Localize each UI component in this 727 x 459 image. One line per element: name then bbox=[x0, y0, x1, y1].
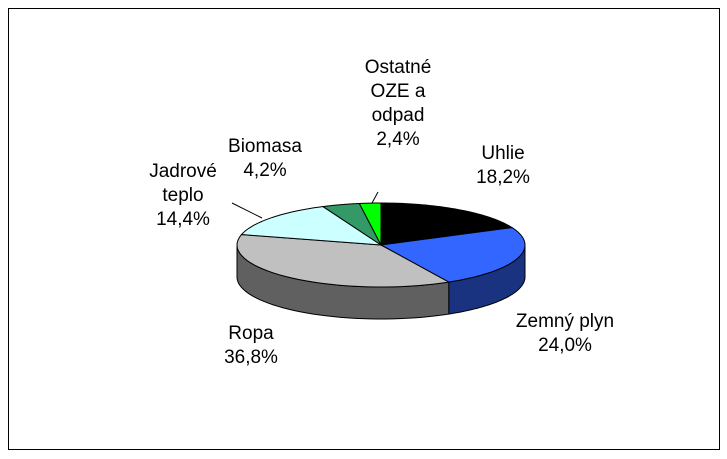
value-label: 2,4% bbox=[376, 129, 420, 150]
category-label: Ostatné OZE a odpad bbox=[364, 57, 432, 126]
slice bbox=[240, 206, 383, 246]
slice-label: Jadrové teplo 14,4% bbox=[138, 160, 228, 232]
slice-label: Zemný plyn 24,0% bbox=[485, 310, 645, 358]
slice bbox=[321, 202, 383, 247]
value-label: 4,2% bbox=[243, 160, 287, 181]
slice bbox=[358, 202, 382, 246]
slice bbox=[379, 227, 526, 283]
category-label: Ropa bbox=[228, 323, 274, 344]
slice bbox=[380, 202, 514, 246]
category-label: Jadrové teplo bbox=[149, 161, 217, 206]
category-label: Zemný plyn bbox=[515, 311, 615, 332]
slice-label: Uhlie 18,2% bbox=[443, 142, 563, 190]
slice-label: Biomasa 4,2% bbox=[205, 135, 325, 183]
value-label: 24,0% bbox=[538, 335, 592, 356]
leader-line bbox=[371, 191, 379, 204]
value-label: 14,4% bbox=[156, 209, 210, 230]
category-label: Uhlie bbox=[481, 143, 525, 164]
slice-label: Ropa 36,8% bbox=[191, 322, 311, 370]
leader-line bbox=[231, 202, 263, 219]
value-label: 18,2% bbox=[476, 167, 530, 188]
value-label: 36,8% bbox=[224, 347, 278, 368]
category-label: Biomasa bbox=[228, 136, 302, 157]
slice bbox=[236, 234, 451, 288]
pie bbox=[236, 202, 526, 320]
slice-label: Ostatné OZE a odpad 2,4% bbox=[348, 56, 448, 152]
